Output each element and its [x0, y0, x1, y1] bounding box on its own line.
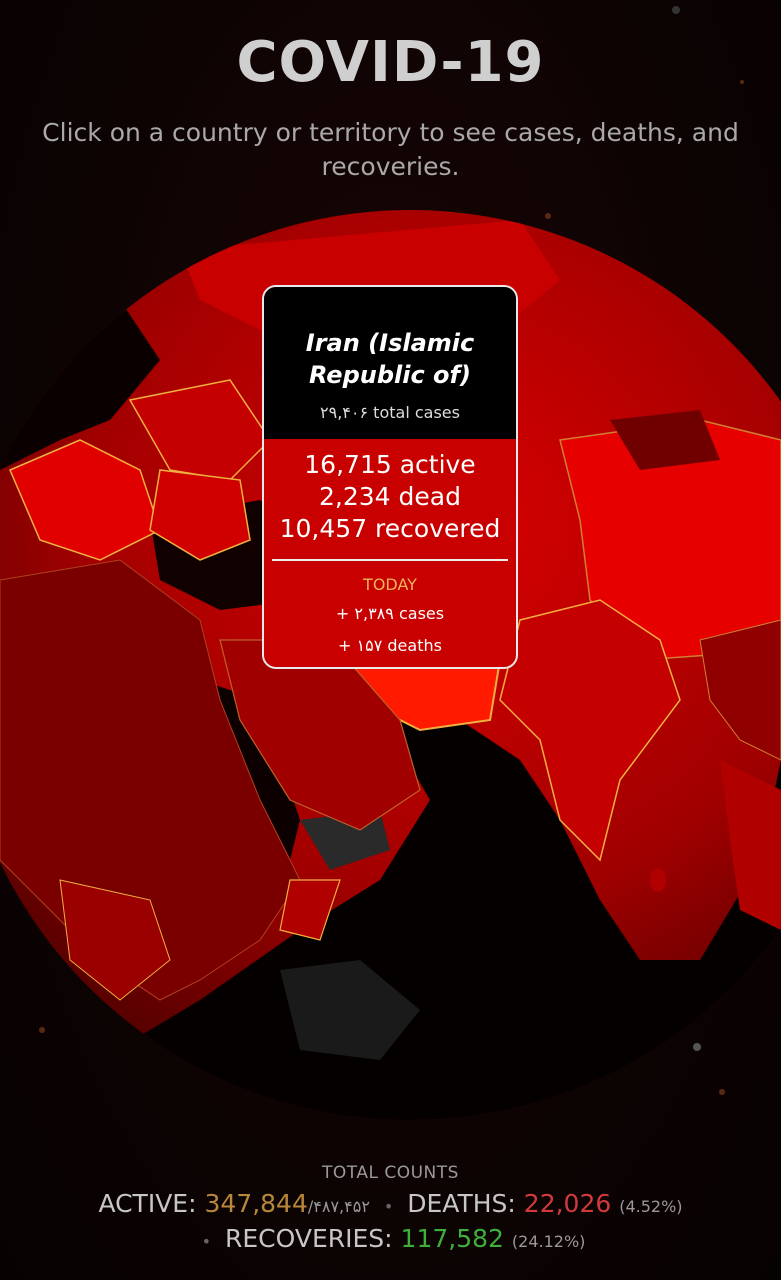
recoveries-label: RECOVERIES:	[225, 1224, 393, 1253]
separator-dot: •	[201, 1232, 212, 1251]
tooltip-today-deaths: + ۱۵۷ deaths	[338, 636, 442, 655]
totals-row-active-deaths: ACTIVE: 347,844/۴۸۷,۴۵۲ • DEATHS: 22,026…	[0, 1189, 781, 1218]
star-dot	[740, 80, 744, 84]
separator-dot: •	[383, 1197, 394, 1216]
star-dot	[672, 6, 680, 14]
tooltip-stats: 16,715 active 2,234 dead 10,457 recovere…	[264, 439, 516, 545]
tooltip-active: 16,715 active	[304, 450, 476, 479]
total-counts-label: TOTAL COUNTS	[322, 1163, 459, 1183]
star-dot	[693, 1043, 701, 1051]
tooltip-total-cases: ۲۹,۴۰۶ total cases	[320, 403, 460, 422]
tooltip-dead: 2,234 dead	[319, 482, 461, 511]
recoveries-value: 117,582	[400, 1224, 504, 1253]
tooltip-country-name: Iran (Islamic Republic of)	[305, 329, 475, 389]
active-label: ACTIVE:	[98, 1189, 197, 1218]
tooltip-divider	[272, 559, 508, 561]
country-tooltip[interactable]: Iran (Islamic Republic of) ۲۹,۴۰۶ total …	[262, 285, 518, 669]
tooltip-header: Iran (Islamic Republic of) ۲۹,۴۰۶ total …	[264, 287, 516, 439]
tooltip-today-label: TODAY	[363, 575, 417, 594]
recoveries-percent: (24.12%)	[511, 1232, 586, 1251]
active-value: 347,844	[204, 1189, 308, 1218]
deaths-percent: (4.52%)	[619, 1197, 683, 1216]
deaths-value: 22,026	[523, 1189, 612, 1218]
tooltip-recovered: 10,457 recovered	[279, 514, 501, 543]
star-dot	[39, 1027, 45, 1033]
page-subtitle: Click on a country or territory to see c…	[42, 118, 739, 181]
active-total: /۴۸۷,۴۵۲	[307, 1197, 370, 1216]
page-title: COVID-19	[236, 30, 545, 95]
star-dot	[545, 213, 551, 219]
total-counts: TOTAL COUNTS ACTIVE: 347,844/۴۸۷,۴۵۲ • D…	[0, 1163, 781, 1253]
star-dot	[719, 1089, 725, 1095]
deaths-label: DEATHS:	[407, 1189, 516, 1218]
tooltip-today-cases: + ۲,۳۸۹ cases	[335, 604, 445, 623]
totals-row-recoveries: • RECOVERIES: 117,582 (24.12%)	[0, 1224, 781, 1253]
